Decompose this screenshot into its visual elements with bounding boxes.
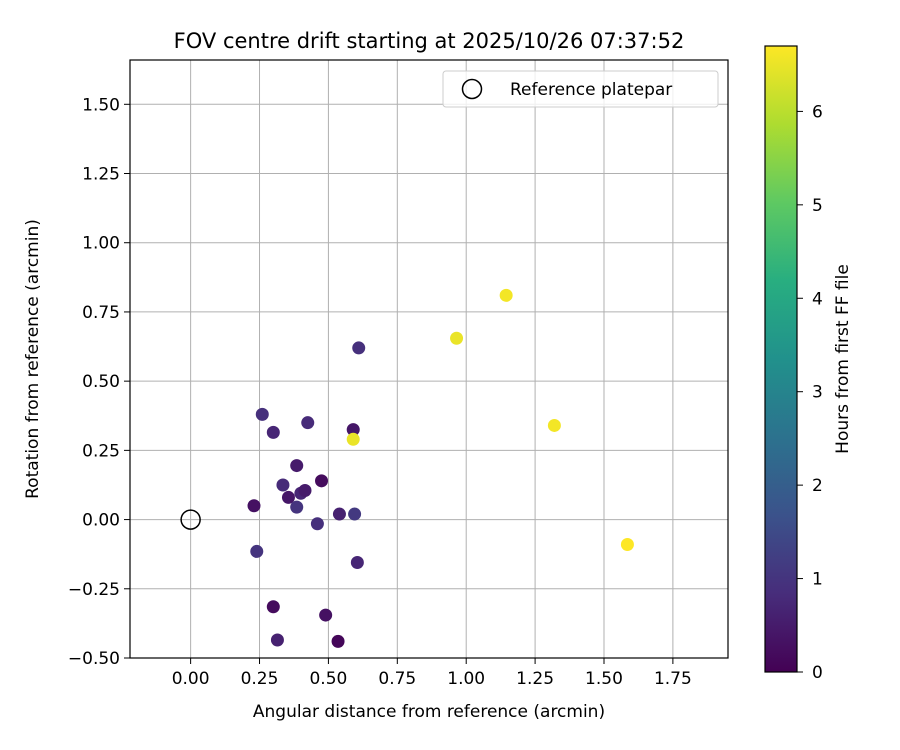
scatter-point — [247, 499, 261, 513]
scatter-point — [266, 600, 280, 614]
colorbar-tick-label: 3 — [812, 383, 823, 403]
points-layer — [180, 288, 634, 648]
colorbar-label: Hours from first FF file — [833, 264, 853, 454]
x-tick-label: 0.50 — [309, 669, 347, 689]
scatter-point — [298, 484, 312, 498]
scatter-point — [290, 459, 304, 473]
scatter-point — [350, 555, 364, 569]
colorbar-ticks: 0 1 2 3 4 5 6 — [797, 102, 823, 683]
y-tick-label: 1.50 — [82, 95, 120, 115]
scatter-point — [266, 425, 280, 439]
x-tick-label: 1.50 — [585, 669, 623, 689]
x-axis-label: Angular distance from reference (arcmin) — [253, 702, 605, 722]
colorbar-tick-label: 5 — [812, 196, 823, 216]
scatter-point — [319, 608, 333, 622]
x-tick-label: 1.75 — [654, 669, 692, 689]
x-tick-label: 0.25 — [241, 669, 279, 689]
chart-title: FOV centre drift starting at 2025/10/26 … — [174, 29, 685, 53]
colorbar: 0 1 2 3 4 5 6 Hours from first FF file — [764, 45, 853, 683]
y-tick-label: 0.50 — [82, 372, 120, 392]
legend-marker-reference — [461, 78, 483, 100]
scatter-point — [499, 288, 513, 302]
x-tick-label: 0.75 — [378, 669, 416, 689]
scatter-point — [620, 537, 634, 551]
scatter-point — [270, 633, 284, 647]
legend-label-reference: Reference platepar — [510, 80, 672, 100]
scatter-point — [547, 418, 561, 432]
scatter-point — [332, 507, 346, 521]
scatter-point — [276, 478, 290, 492]
scatter-point — [331, 634, 345, 648]
y-tick-label: 1.00 — [82, 234, 120, 254]
scatter-point — [310, 517, 324, 531]
scatter-point — [255, 407, 269, 421]
y-tick-label: −0.50 — [68, 649, 120, 669]
scatter-point — [346, 423, 360, 437]
scatter-point — [450, 331, 464, 345]
grid-layer — [130, 60, 728, 659]
scatter-point — [348, 507, 362, 521]
ticks-layer: 0.00 0.25 0.50 0.75 1.00 1.25 1.50 1.75 −0.50 −0.… — [68, 95, 692, 689]
y-axis-label: Rotation from reference (arcmin) — [23, 219, 43, 499]
scatter-point — [301, 416, 315, 430]
x-tick-label: 0.00 — [172, 669, 210, 689]
scatter-point — [352, 341, 366, 355]
y-tick-label: 0.75 — [82, 303, 120, 323]
legend-box — [442, 70, 719, 108]
y-tick-label: 0.00 — [82, 511, 120, 531]
y-tick-label: 1.25 — [82, 165, 120, 185]
legend: Reference platepar — [442, 70, 719, 108]
scatter-point — [346, 432, 360, 446]
scatter-point — [250, 544, 264, 558]
x-tick-label: 1.25 — [516, 669, 554, 689]
colorbar-gradient — [764, 45, 798, 673]
y-tick-label: 0.25 — [82, 441, 120, 461]
scatter-point — [290, 500, 304, 514]
reference-platepar-marker — [180, 509, 201, 530]
colorbar-tick-label: 4 — [812, 289, 823, 309]
plot-frame — [129, 59, 729, 659]
colorbar-tick-label: 0 — [812, 663, 823, 683]
scatter-point — [315, 474, 329, 488]
colorbar-tick-label: 6 — [812, 102, 823, 122]
x-tick-label: 1.00 — [447, 669, 485, 689]
colorbar-tick-label: 1 — [812, 570, 823, 590]
scatter-point — [281, 490, 295, 504]
axes-layer — [129, 59, 729, 659]
colorbar-tick-label: 2 — [812, 476, 823, 496]
y-tick-label: −0.25 — [68, 580, 120, 600]
